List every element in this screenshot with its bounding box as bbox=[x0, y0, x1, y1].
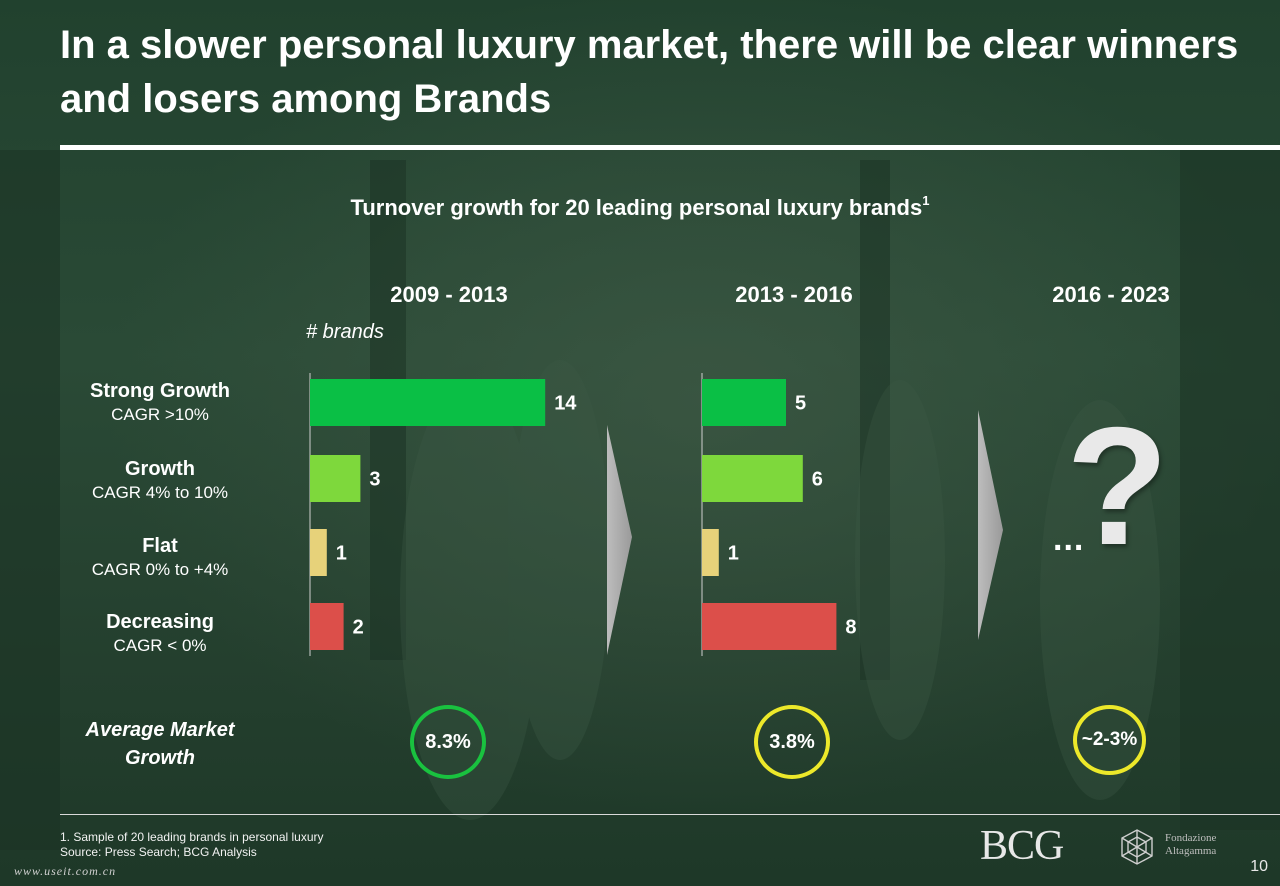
bar-0-decreasing bbox=[310, 603, 344, 650]
bar-value-label: 8 bbox=[845, 617, 856, 639]
amg-label-line2: Growth bbox=[125, 747, 195, 769]
growth-badge-2009-2013: 8.3% bbox=[410, 705, 486, 779]
period-label-2009-2013: 2009 - 2013 bbox=[390, 282, 508, 307]
footnote: 1. Sample of 20 leading brands in person… bbox=[60, 830, 324, 844]
category-decreasing: Decreasing CAGR < 0% bbox=[60, 610, 260, 658]
average-market-growth-label: Average Market Growth bbox=[58, 716, 262, 772]
altagamma-logo-text: Fondazione Altagamma bbox=[1165, 832, 1216, 858]
altagamma-logo-icon bbox=[1121, 829, 1153, 865]
bar-value-label: 14 bbox=[554, 393, 577, 415]
altagamma-line1: Fondazione bbox=[1165, 832, 1217, 844]
bar-value-label: 5 bbox=[795, 393, 806, 415]
category-name: Decreasing bbox=[106, 611, 214, 633]
growth-badge-2013-2016: 3.8% bbox=[754, 705, 830, 779]
chevron-right-icon bbox=[978, 410, 1003, 640]
slide-title: In a slower personal luxury market, ther… bbox=[60, 23, 1239, 121]
growth-badge-2016-2023: ~2-3% bbox=[1073, 705, 1146, 775]
bar-1-flat bbox=[702, 529, 719, 576]
title-divider bbox=[60, 145, 1280, 150]
source-note: Source: Press Search; BCG Analysis bbox=[60, 845, 257, 859]
category-range: CAGR < 0% bbox=[113, 636, 207, 655]
chevron-right-icon bbox=[607, 425, 632, 655]
category-strong-growth: Strong Growth CAGR >10% bbox=[60, 379, 260, 427]
bar-value-label: 3 bbox=[369, 469, 380, 491]
bar-value-label: 1 bbox=[336, 543, 347, 565]
category-range: CAGR >10% bbox=[111, 405, 209, 424]
altagamma-line2: Altagamma bbox=[1165, 845, 1217, 857]
bar-value-label: 2 bbox=[353, 617, 364, 639]
watermark: www.useit.com.cn bbox=[14, 864, 117, 878]
ellipsis-text: ... bbox=[1053, 520, 1085, 558]
bar-0-growth bbox=[310, 455, 361, 502]
category-flat: Flat CAGR 0% to +4% bbox=[60, 534, 260, 582]
category-name: Strong Growth bbox=[90, 380, 230, 402]
bar-value-label: 6 bbox=[812, 469, 823, 491]
category-growth: Growth CAGR 4% to 10% bbox=[60, 457, 260, 505]
footnote-marker: 1 bbox=[922, 193, 930, 208]
bar-value-label: 1 bbox=[728, 543, 739, 565]
bar-1-decreasing bbox=[702, 603, 837, 650]
period-label-2013-2016: 2013 - 2016 bbox=[735, 282, 853, 307]
bar-1-growth bbox=[702, 455, 803, 502]
chart-subtitle: Turnover growth for 20 leading personal … bbox=[0, 193, 1280, 221]
bcg-logo: BCG bbox=[980, 823, 1064, 869]
category-name: Growth bbox=[125, 458, 195, 480]
footer-divider bbox=[60, 814, 1280, 815]
chart-subtitle-text: Turnover growth for 20 leading personal … bbox=[350, 195, 923, 220]
period-label-2016-2023: 2016 - 2023 bbox=[1052, 282, 1170, 307]
units-label: # brands bbox=[306, 321, 384, 343]
amg-label-line1: Average Market bbox=[85, 719, 235, 741]
bar-0-flat bbox=[310, 529, 327, 576]
category-range: CAGR 0% to +4% bbox=[91, 560, 229, 579]
bar-0-strong-growth bbox=[310, 379, 546, 426]
footer-notes: 1. Sample of 20 leading brands in person… bbox=[60, 830, 324, 860]
category-range: CAGR 4% to 10% bbox=[91, 483, 229, 502]
question-mark-icon: ? bbox=[1066, 392, 1169, 580]
bar-1-strong-growth bbox=[702, 379, 786, 426]
category-name: Flat bbox=[142, 535, 178, 557]
page-number: 10 bbox=[1250, 858, 1268, 875]
